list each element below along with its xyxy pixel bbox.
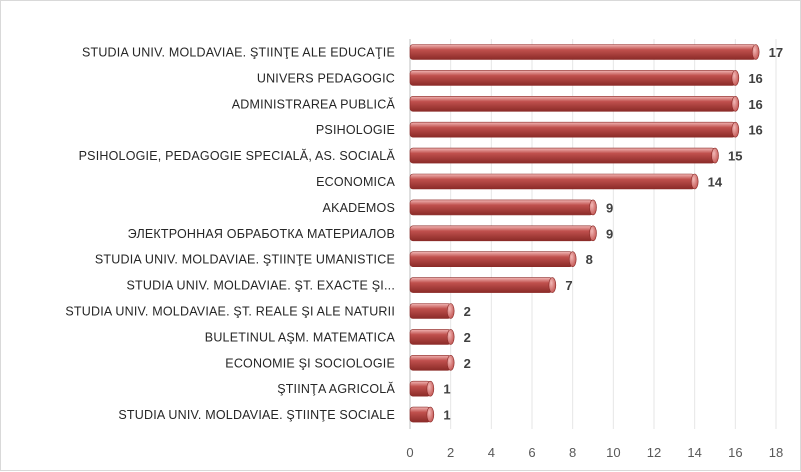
x-tick-label: 8 xyxy=(569,445,576,460)
data-label: 16 xyxy=(748,71,762,86)
bar xyxy=(409,96,740,112)
data-label: 2 xyxy=(464,304,471,319)
data-label: 9 xyxy=(606,226,613,241)
bar xyxy=(409,406,435,423)
x-tick-label: 6 xyxy=(528,445,535,460)
bar-body xyxy=(409,96,736,112)
bar xyxy=(409,44,760,60)
bar xyxy=(409,121,740,138)
bar-cap xyxy=(751,44,760,60)
bar-body xyxy=(409,329,451,345)
data-label: 1 xyxy=(443,408,450,423)
bar xyxy=(409,225,597,242)
category-label: ECONOMICA xyxy=(316,175,395,189)
bar-body xyxy=(409,121,736,138)
x-tick-label: 18 xyxy=(769,445,783,460)
x-tick-label: 16 xyxy=(728,445,742,460)
bar-cap xyxy=(426,406,435,423)
bar xyxy=(409,251,577,268)
data-label: 15 xyxy=(728,149,742,164)
bar-cap xyxy=(731,121,740,138)
data-label: 16 xyxy=(748,97,762,112)
bar-body xyxy=(409,173,695,190)
data-label: 2 xyxy=(464,356,471,371)
x-tick-label: 14 xyxy=(687,445,701,460)
category-label: STUDIA UNIV. MOLDAVIAE. ŞTIINŢE ALE EDUC… xyxy=(82,46,395,60)
bar-body xyxy=(409,44,756,60)
data-label: 9 xyxy=(606,200,613,215)
bar-cap xyxy=(446,303,455,319)
bar-body xyxy=(409,225,594,242)
bar xyxy=(409,199,597,216)
bar-body xyxy=(409,199,594,216)
data-label: 17 xyxy=(769,45,783,60)
data-label: 7 xyxy=(565,278,572,293)
category-label: ЭЛЕКТРОННАЯ ОБРАБОТКА МАТЕРИАЛОВ xyxy=(128,227,395,241)
category-label: BULETINUL AŞM. MATEMATICA xyxy=(205,330,396,344)
category-label: ECONOMIE ŞI SOCIOLOGIE xyxy=(225,356,395,370)
bar-cap xyxy=(568,251,577,268)
category-label: UNIVERS PEDAGOGIC xyxy=(257,71,395,85)
x-tick-label: 12 xyxy=(647,445,661,460)
bar xyxy=(409,380,435,397)
category-label: STUDIA UNIV. MOLDAVIAE. ŞTIINŢE UMANISTI… xyxy=(95,253,395,267)
bar-cap xyxy=(690,173,699,190)
data-label: 14 xyxy=(708,175,723,190)
bar-cap xyxy=(711,147,719,164)
x-tick-label: 2 xyxy=(447,445,454,460)
category-label: STUDIA UNIV. MOLDAVIAE. ŞT. EXACTE ŞI... xyxy=(127,279,396,293)
x-tick-label: 4 xyxy=(488,445,495,460)
bar-cap xyxy=(731,96,740,112)
bar xyxy=(409,303,455,319)
x-tick-label: 10 xyxy=(606,445,620,460)
bar-cap xyxy=(589,199,597,216)
bar-cap xyxy=(589,225,597,242)
data-label: 16 xyxy=(748,123,762,138)
bar-cap xyxy=(446,329,455,345)
bar-body xyxy=(409,70,736,86)
data-label: 8 xyxy=(586,252,593,267)
bar-body xyxy=(409,354,451,371)
category-label: ŞTIINŢA AGRICOLĂ xyxy=(277,381,395,396)
category-label: STUDIA UNIV. MOLDAVIAE. ŞTIINŢE SOCIALE xyxy=(118,408,395,422)
bar xyxy=(409,354,455,371)
data-label: 2 xyxy=(464,330,471,345)
bar-body xyxy=(409,147,716,164)
bar xyxy=(409,329,455,345)
bar-body xyxy=(409,303,451,319)
category-label: PSIHOLOGIE xyxy=(316,123,395,137)
bar-body xyxy=(409,251,573,267)
bar xyxy=(409,147,719,164)
bar xyxy=(409,70,740,86)
bar xyxy=(409,173,699,190)
data-label: 1 xyxy=(443,382,450,397)
category-label: PSIHOLOGIE, PEDAGOGIE SPECIALĂ, AS. SOCI… xyxy=(79,148,396,163)
bar-cap xyxy=(548,277,557,293)
bar-body xyxy=(409,277,553,293)
category-label: STUDIA UNIV. MOLDAVIAE. ŞT. REALE ŞI ALE… xyxy=(65,305,395,319)
category-labels: STUDIA UNIV. MOLDAVIAE. ŞTIINŢE ALE EDUC… xyxy=(65,46,395,423)
category-label: AKADEMOS xyxy=(323,201,395,215)
x-tick-label: 0 xyxy=(406,445,413,460)
bars xyxy=(409,44,760,423)
category-label: ADMINISTRAREA PUBLICĂ xyxy=(232,96,396,111)
bar-cap xyxy=(426,380,435,397)
bar xyxy=(409,277,557,293)
x-axis-ticks: 0 2 4 6 8 10 12 14 16 18 xyxy=(406,445,783,460)
bar-cap xyxy=(731,70,740,86)
bar-cap xyxy=(446,354,455,371)
